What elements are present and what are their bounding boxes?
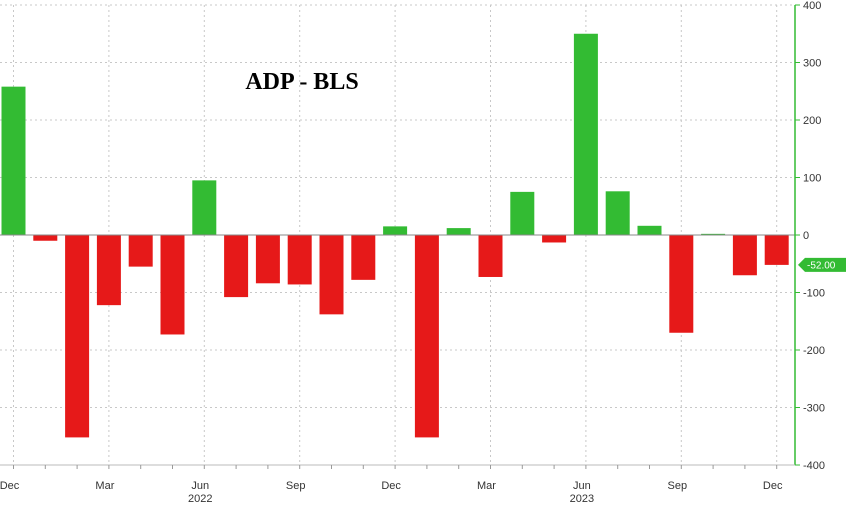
bar: [605, 191, 630, 235]
y-axis: 400 300 200 100 0 -100 -200 -300 -400: [794, 0, 825, 472]
bar: [510, 191, 535, 235]
bar: [96, 235, 121, 306]
last-value-marker: -52.00: [798, 257, 846, 272]
y-tick-label: 200: [803, 115, 821, 127]
bar: [637, 225, 662, 235]
bar: [478, 235, 503, 277]
bar: [1, 86, 26, 236]
bar: [669, 235, 694, 333]
x-tick-label: Jun: [573, 480, 591, 492]
bar: [224, 235, 249, 298]
last-value-flag: [798, 257, 846, 272]
x-tick-label: Dec: [0, 480, 20, 492]
bar: [764, 235, 789, 265]
x-tick-label: Sep: [286, 480, 306, 492]
bars-group: [1, 33, 789, 438]
bar: [192, 180, 217, 235]
bar: [128, 235, 153, 267]
bar: [319, 235, 344, 315]
bar: [33, 235, 58, 241]
x-tick-label: Dec: [763, 480, 783, 492]
y-tick-label: 100: [803, 173, 821, 185]
bar: [446, 228, 471, 235]
bar: [383, 226, 408, 235]
y-tick-label: -200: [803, 345, 825, 357]
bar: [351, 235, 376, 280]
y-tick-label: -100: [803, 288, 825, 300]
x-tick-label: Sep: [668, 480, 688, 492]
y-tick-label: 0: [803, 230, 809, 242]
bar: [701, 233, 726, 235]
y-tick-label: 300: [803, 58, 821, 70]
bar: [160, 235, 185, 335]
x-axis: Dec Mar Jun Sep Dec Mar Jun Sep Dec 2022 2023: [0, 464, 795, 505]
x-year-label: 2023: [570, 493, 594, 505]
bar: [732, 235, 757, 276]
bar: [414, 235, 439, 438]
chart-title: ADP - BLS: [245, 69, 358, 95]
bar: [255, 235, 280, 284]
bar: [65, 235, 90, 438]
y-tick-label: -300: [803, 403, 825, 415]
y-tick-label: 400: [803, 0, 821, 12]
last-value-label: -52.00: [807, 260, 836, 271]
bar: [287, 235, 312, 285]
x-tick-label: Dec: [381, 480, 401, 492]
x-tick-label: Jun: [191, 480, 209, 492]
y-tick-label: -400: [803, 460, 825, 472]
bar: [542, 235, 567, 243]
bar: [573, 33, 598, 235]
x-tick-label: Mar: [95, 480, 114, 492]
x-year-label: 2022: [188, 493, 212, 505]
x-tick-label: Mar: [477, 480, 496, 492]
